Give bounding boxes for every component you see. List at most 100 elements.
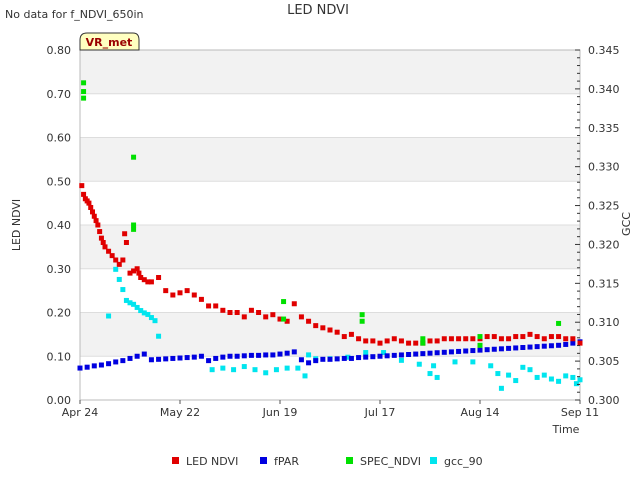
data-point (377, 353, 383, 359)
plot-band (80, 181, 580, 225)
x-tick-label: Jul 17 (364, 406, 396, 419)
plot-background-bands (80, 50, 580, 400)
data-point (556, 378, 562, 384)
series-led-ndvi (79, 183, 583, 346)
data-point (556, 320, 562, 326)
data-point (320, 325, 326, 331)
data-point (456, 348, 462, 354)
data-point (534, 334, 540, 340)
data-point (156, 356, 162, 362)
data-point (123, 240, 129, 245)
data-point (131, 154, 137, 160)
x-tick-label: May 22 (160, 406, 200, 419)
data-point (163, 356, 169, 362)
data-point (256, 310, 262, 315)
data-point (427, 350, 433, 356)
data-point (391, 336, 397, 342)
data-point (570, 374, 576, 380)
plot-band (80, 268, 580, 313)
data-point (456, 336, 462, 342)
data-point (102, 244, 108, 250)
data-point (263, 352, 269, 358)
y-tick-right-label: 0.325 (588, 200, 620, 213)
data-point (413, 340, 419, 346)
data-point (136, 270, 142, 276)
data-point (556, 334, 562, 340)
data-point (86, 200, 92, 206)
data-point (484, 347, 490, 353)
x-tick-label: Sep 11 (561, 406, 599, 419)
data-point (484, 334, 490, 340)
data-point (91, 213, 97, 219)
data-point (577, 377, 583, 383)
data-point (148, 315, 154, 321)
data-point (91, 363, 97, 369)
data-point (97, 229, 103, 235)
data-point (234, 353, 240, 359)
data-point (252, 367, 258, 373)
data-point (145, 311, 151, 317)
data-point (116, 276, 122, 282)
data-point (491, 346, 497, 352)
data-point (184, 355, 190, 361)
data-point (170, 355, 176, 361)
site-badge-label: VR_met (86, 36, 133, 49)
legend-swatch (172, 457, 179, 464)
data-point (177, 290, 183, 296)
data-point (77, 365, 83, 371)
data-point (270, 312, 276, 318)
site-badge: VR_met (79, 32, 140, 51)
data-point (341, 355, 347, 361)
data-point (434, 374, 440, 380)
legend-item: fPAR (260, 455, 299, 468)
x-tick-label: Apr 24 (62, 406, 99, 419)
data-point (513, 378, 519, 384)
data-point (334, 356, 340, 362)
data-point (306, 360, 312, 366)
data-point (291, 349, 297, 355)
data-point (470, 336, 476, 342)
data-point (563, 341, 569, 347)
data-point (548, 376, 554, 382)
data-point (398, 338, 404, 344)
data-point (148, 279, 154, 285)
chart-title: LED NDVI (287, 3, 349, 18)
data-point (563, 373, 569, 379)
data-point (306, 352, 312, 358)
legend-item: gcc_90 (430, 455, 483, 468)
data-point (416, 361, 422, 367)
data-point (163, 288, 169, 294)
x-tick-label: Jun 19 (262, 406, 298, 419)
data-point (470, 348, 476, 354)
data-point (98, 235, 104, 241)
data-point (534, 374, 540, 380)
data-point (134, 353, 140, 359)
data-point (548, 334, 554, 340)
data-point (220, 354, 226, 360)
data-point (334, 329, 340, 335)
data-point (570, 336, 576, 342)
data-point (284, 365, 290, 371)
data-point (84, 364, 90, 370)
data-point (488, 363, 494, 369)
data-point (81, 95, 87, 101)
data-point (548, 343, 554, 349)
y-tick-left-label: 0.80 (47, 44, 72, 57)
data-point (81, 80, 87, 86)
data-point (327, 327, 333, 333)
series-spec-ndvi (81, 80, 562, 348)
y-tick-right-label: 0.320 (588, 238, 620, 251)
data-point (281, 299, 287, 305)
data-point (356, 355, 362, 361)
data-point (477, 334, 483, 340)
data-point (198, 353, 204, 359)
data-point (263, 314, 269, 320)
y-tick-right-label: 0.330 (588, 161, 620, 174)
data-point (109, 253, 115, 259)
series-fpar (77, 339, 583, 371)
no-data-note: No data for f_NDVI_650in (5, 8, 144, 21)
data-point (377, 340, 383, 346)
data-point (191, 354, 197, 360)
data-point (113, 359, 119, 365)
legend-label: fPAR (274, 455, 299, 468)
